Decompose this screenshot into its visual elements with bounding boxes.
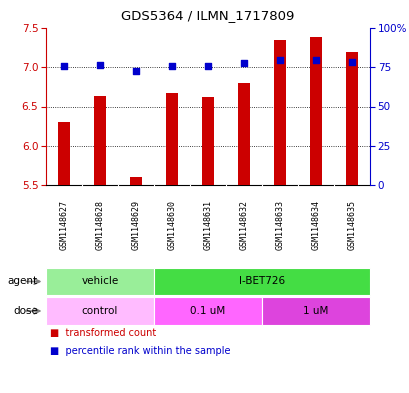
Text: agent: agent xyxy=(8,277,38,286)
Bar xyxy=(273,40,285,185)
Point xyxy=(133,68,139,74)
Text: vehicle: vehicle xyxy=(81,277,118,286)
Text: ■  transformed count: ■ transformed count xyxy=(50,328,156,338)
Bar xyxy=(154,268,369,295)
Text: GSM1148627: GSM1148627 xyxy=(59,200,68,250)
Bar xyxy=(261,297,369,325)
Text: GDS5364 / ILMN_1717809: GDS5364 / ILMN_1717809 xyxy=(121,9,294,22)
Point xyxy=(61,62,67,69)
Text: 1 uM: 1 uM xyxy=(303,306,328,316)
Bar xyxy=(237,83,249,185)
Text: ■  percentile rank within the sample: ■ percentile rank within the sample xyxy=(50,346,230,356)
Point xyxy=(240,60,247,66)
Point xyxy=(348,59,355,65)
Bar xyxy=(46,297,154,325)
Bar xyxy=(201,97,214,185)
Point xyxy=(276,57,283,63)
Bar xyxy=(46,268,154,295)
Text: I-BET726: I-BET726 xyxy=(238,277,284,286)
Bar xyxy=(129,177,142,185)
Text: GSM1148634: GSM1148634 xyxy=(311,200,320,250)
Text: control: control xyxy=(82,306,118,316)
Text: dose: dose xyxy=(13,306,38,316)
Bar xyxy=(154,297,261,325)
Text: GSM1148632: GSM1148632 xyxy=(239,200,248,250)
Text: GSM1148630: GSM1148630 xyxy=(167,200,176,250)
Bar xyxy=(58,122,70,185)
Bar xyxy=(345,51,357,185)
Bar xyxy=(165,93,178,185)
Text: GSM1148635: GSM1148635 xyxy=(347,200,356,250)
Text: GSM1148633: GSM1148633 xyxy=(275,200,284,250)
Bar xyxy=(309,37,321,185)
Text: 0.1 uM: 0.1 uM xyxy=(190,306,225,316)
Point xyxy=(169,62,175,69)
Bar xyxy=(94,96,106,185)
Text: GSM1148631: GSM1148631 xyxy=(203,200,212,250)
Point xyxy=(204,62,211,69)
Text: GSM1148628: GSM1148628 xyxy=(95,200,104,250)
Point xyxy=(312,57,319,63)
Point xyxy=(97,62,103,68)
Text: GSM1148629: GSM1148629 xyxy=(131,200,140,250)
